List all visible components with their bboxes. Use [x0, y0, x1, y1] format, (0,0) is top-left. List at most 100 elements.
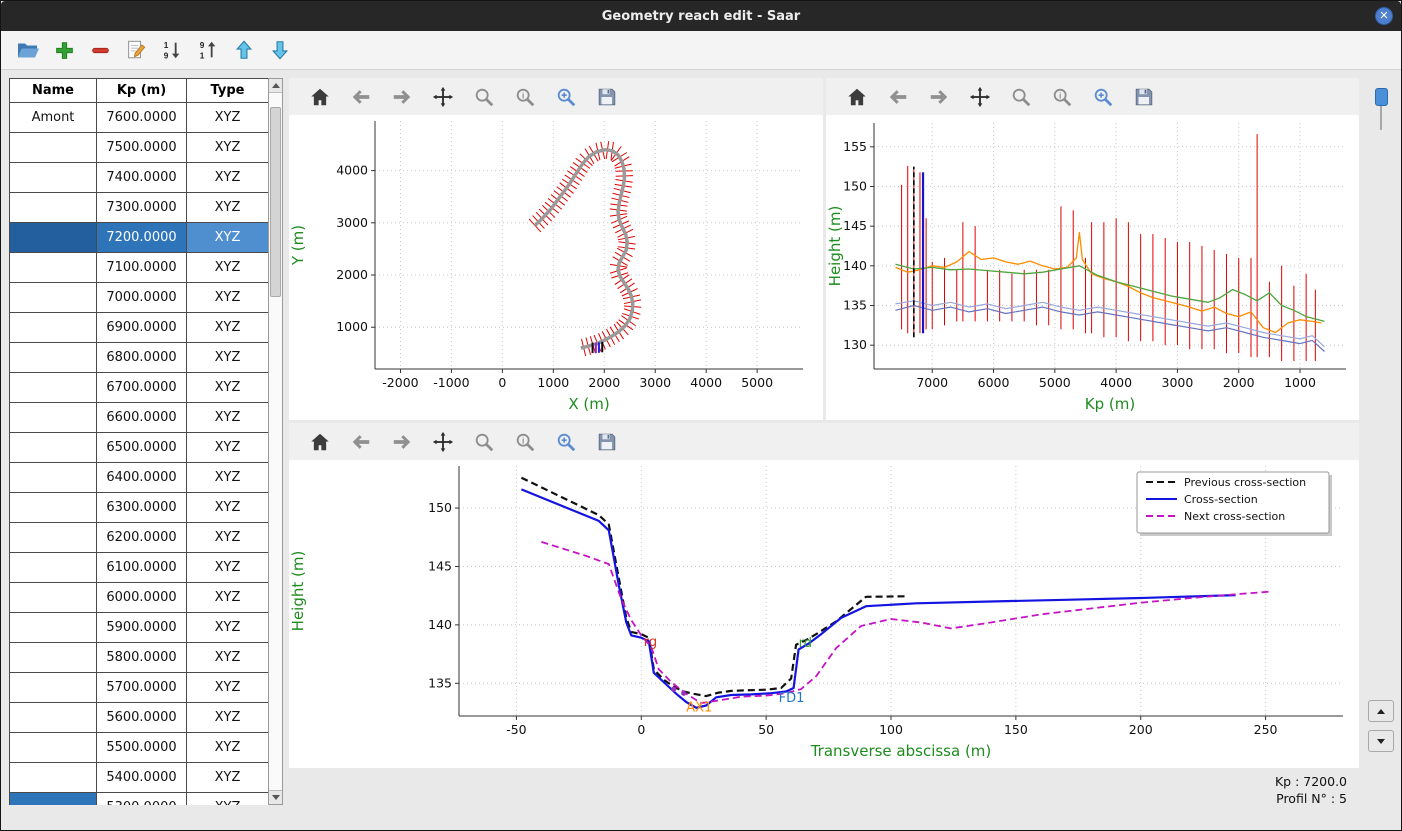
table-row[interactable]: 6900.0000 XYZ	[9, 312, 268, 343]
table-row[interactable]: 7100.0000 XYZ	[9, 252, 268, 283]
cell-type[interactable]: XYZ	[186, 462, 268, 493]
cell-kp[interactable]: 7000.0000	[96, 282, 187, 313]
zoom-button[interactable]	[1006, 82, 1036, 112]
cell-name[interactable]	[9, 432, 97, 463]
cell-name[interactable]	[9, 672, 97, 703]
cell-name[interactable]	[9, 732, 97, 763]
table-row[interactable]: 6600.0000 XYZ	[9, 402, 268, 433]
cell-name[interactable]	[9, 642, 97, 673]
cell-name[interactable]	[9, 222, 97, 253]
cell-kp[interactable]: 6000.0000	[96, 582, 187, 613]
table-row[interactable]: 7000.0000 XYZ	[9, 282, 268, 313]
back-button[interactable]	[883, 82, 913, 112]
plan-chart[interactable]: -2000 -1000 0 1000 2000 3000 4000 5000 1000 2000 3…	[289, 115, 823, 420]
cell-type[interactable]: XYZ	[186, 762, 268, 793]
cell-type[interactable]: XYZ	[186, 672, 268, 703]
slider-thumb[interactable]	[1375, 88, 1388, 106]
cell-type[interactable]: XYZ	[186, 282, 268, 313]
cell-kp[interactable]: 5300.0000	[96, 792, 187, 805]
cell-kp[interactable]: 6200.0000	[96, 522, 187, 553]
cell-type[interactable]: XYZ	[186, 582, 268, 613]
next-profile-button[interactable]	[1368, 730, 1394, 752]
cell-type[interactable]: XYZ	[186, 612, 268, 643]
cell-type[interactable]: XYZ	[186, 792, 268, 805]
table-row[interactable]: 5400.0000 XYZ	[9, 762, 268, 793]
cell-kp[interactable]: 6100.0000	[96, 552, 187, 583]
pan-button[interactable]	[428, 82, 458, 112]
zoom-info-button[interactable]: i	[510, 427, 540, 457]
scroll-up-button[interactable]	[269, 79, 282, 93]
cell-name[interactable]	[9, 462, 97, 493]
col-header-name[interactable]: Name	[9, 78, 97, 103]
move-down-button[interactable]	[265, 35, 295, 65]
cell-name[interactable]	[9, 372, 97, 403]
cell-name[interactable]	[9, 552, 97, 583]
zoom-plus-button[interactable]	[551, 427, 581, 457]
home-button[interactable]	[842, 82, 872, 112]
table-row[interactable]: 7300.0000 XYZ	[9, 192, 268, 223]
cell-name[interactable]	[9, 162, 97, 193]
cell-type[interactable]: XYZ	[186, 252, 268, 283]
move-up-button[interactable]	[229, 35, 259, 65]
cell-kp[interactable]: 5900.0000	[96, 612, 187, 643]
table-row[interactable]: 6200.0000 XYZ	[9, 522, 268, 553]
cell-name[interactable]	[9, 492, 97, 523]
cell-name[interactable]	[9, 252, 97, 283]
home-button[interactable]	[305, 427, 335, 457]
cell-name[interactable]	[9, 792, 97, 805]
previous-profile-button[interactable]	[1368, 700, 1394, 722]
zoom-info-button[interactable]: i	[1047, 82, 1077, 112]
table-row[interactable]: 6400.0000 XYZ	[9, 462, 268, 493]
forward-button[interactable]	[387, 427, 417, 457]
cell-name[interactable]	[9, 522, 97, 553]
remove-row-button[interactable]	[85, 35, 115, 65]
cell-type[interactable]: XYZ	[186, 222, 268, 253]
table-row[interactable]: 6000.0000 XYZ	[9, 582, 268, 613]
table-scrollbar[interactable]	[268, 78, 283, 805]
cell-kp[interactable]: 5800.0000	[96, 642, 187, 673]
forward-button[interactable]	[387, 82, 417, 112]
edit-row-button[interactable]	[121, 35, 151, 65]
cell-kp[interactable]: 7500.0000	[96, 132, 187, 163]
cell-type[interactable]: XYZ	[186, 372, 268, 403]
table-row[interactable]: 6500.0000 XYZ	[9, 432, 268, 463]
cell-type[interactable]: XYZ	[186, 162, 268, 193]
zoom-button[interactable]	[469, 82, 499, 112]
cell-name[interactable]	[9, 192, 97, 223]
vertical-slider[interactable]	[1374, 88, 1388, 130]
open-folder-button[interactable]	[13, 35, 43, 65]
cell-type[interactable]: XYZ	[186, 402, 268, 433]
cell-type[interactable]: XYZ	[186, 312, 268, 343]
cell-type[interactable]: XYZ	[186, 552, 268, 583]
cell-name[interactable]	[9, 312, 97, 343]
cell-name[interactable]: Amont	[9, 102, 97, 133]
table-row[interactable]: 6700.0000 XYZ	[9, 372, 268, 403]
home-button[interactable]	[305, 82, 335, 112]
cell-name[interactable]	[9, 702, 97, 733]
cell-type[interactable]: XYZ	[186, 642, 268, 673]
cell-kp[interactable]: 5500.0000	[96, 732, 187, 763]
scrollbar-track[interactable]	[269, 93, 282, 790]
zoom-plus-button[interactable]	[1088, 82, 1118, 112]
add-row-button[interactable]	[49, 35, 79, 65]
col-header-kp[interactable]: Kp (m)	[96, 78, 187, 103]
back-button[interactable]	[346, 427, 376, 457]
close-button[interactable]: ✕	[1375, 7, 1393, 25]
table-row[interactable]: 6800.0000 XYZ	[9, 342, 268, 373]
cell-kp[interactable]: 7400.0000	[96, 162, 187, 193]
table-row[interactable]: 5700.0000 XYZ	[9, 672, 268, 703]
table-row[interactable]: 5900.0000 XYZ	[9, 612, 268, 643]
cell-type[interactable]: XYZ	[186, 132, 268, 163]
scroll-down-button[interactable]	[269, 790, 282, 804]
cell-name[interactable]	[9, 342, 97, 373]
cell-kp[interactable]: 7100.0000	[96, 252, 187, 283]
cell-kp[interactable]: 7200.0000	[96, 222, 187, 253]
cell-kp[interactable]: 6600.0000	[96, 402, 187, 433]
cell-name[interactable]	[9, 402, 97, 433]
cell-kp[interactable]: 5700.0000	[96, 672, 187, 703]
cell-kp[interactable]: 6400.0000	[96, 462, 187, 493]
forward-button[interactable]	[924, 82, 954, 112]
cell-kp[interactable]: 6900.0000	[96, 312, 187, 343]
